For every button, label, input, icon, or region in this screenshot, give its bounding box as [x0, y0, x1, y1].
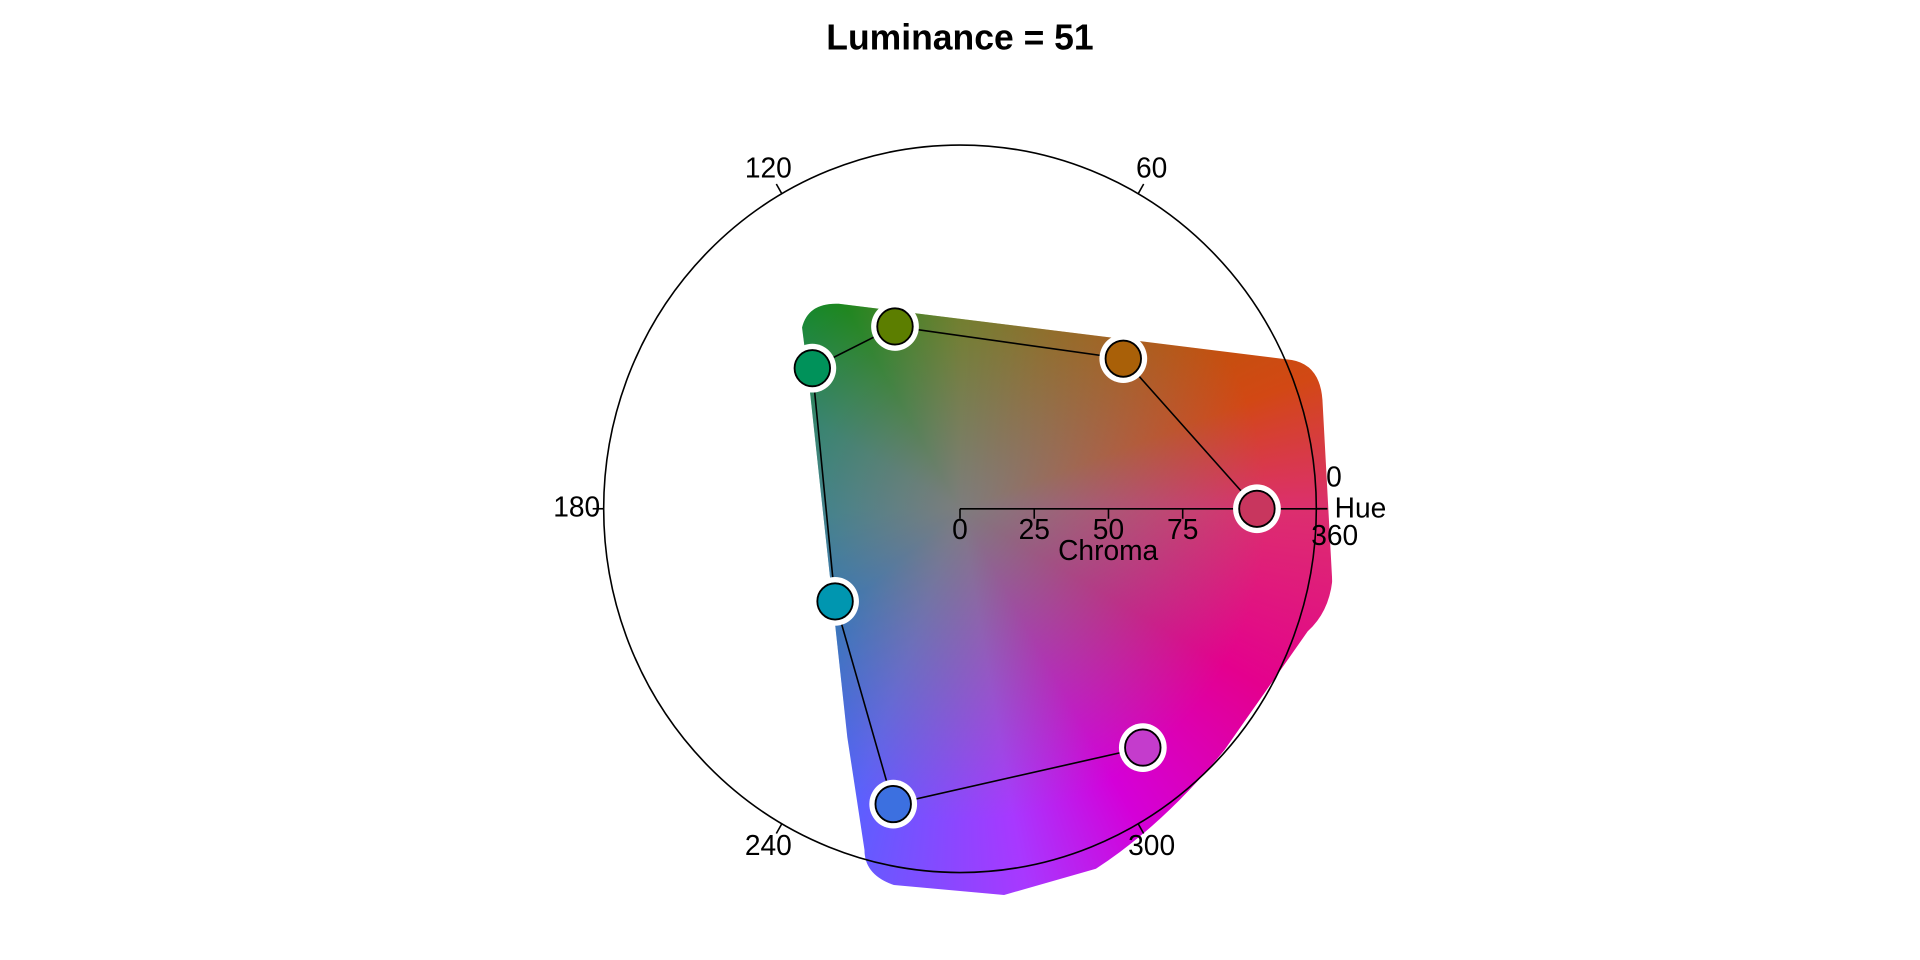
palette-point [816, 582, 854, 621]
hue-tick [1137, 183, 1145, 195]
palette-point [793, 349, 831, 388]
palette-point [876, 307, 914, 346]
hue-tick-label: 60 [1136, 152, 1167, 184]
palette-point [1124, 728, 1162, 767]
hue-tick-label: 0 [1326, 461, 1342, 493]
chroma-tick-label: 25 [1019, 514, 1050, 546]
hue-tick [775, 823, 783, 834]
palette-point [874, 785, 912, 824]
palette-point [1238, 489, 1276, 528]
chroma-axis-label: Chroma [1058, 535, 1158, 567]
chroma-tick-label: 50 [1093, 514, 1124, 546]
palette-point [1104, 339, 1142, 378]
hue-tick-label: 300 [1128, 830, 1175, 862]
hue-axis-label: Hue [1335, 492, 1387, 524]
chart-title: Luminance = 51 [826, 17, 1093, 57]
chroma-tick-label: 75 [1167, 514, 1198, 546]
hue-tick-label: 120 [745, 152, 792, 184]
hue-tick-label: 180 [553, 491, 600, 523]
chroma-tick-label: 0 [952, 514, 968, 546]
hue-tick [1137, 823, 1145, 834]
hue-tick [775, 183, 783, 195]
hue-tick-label: 360 [1311, 520, 1358, 552]
hue-tick-label: 240 [745, 830, 792, 862]
